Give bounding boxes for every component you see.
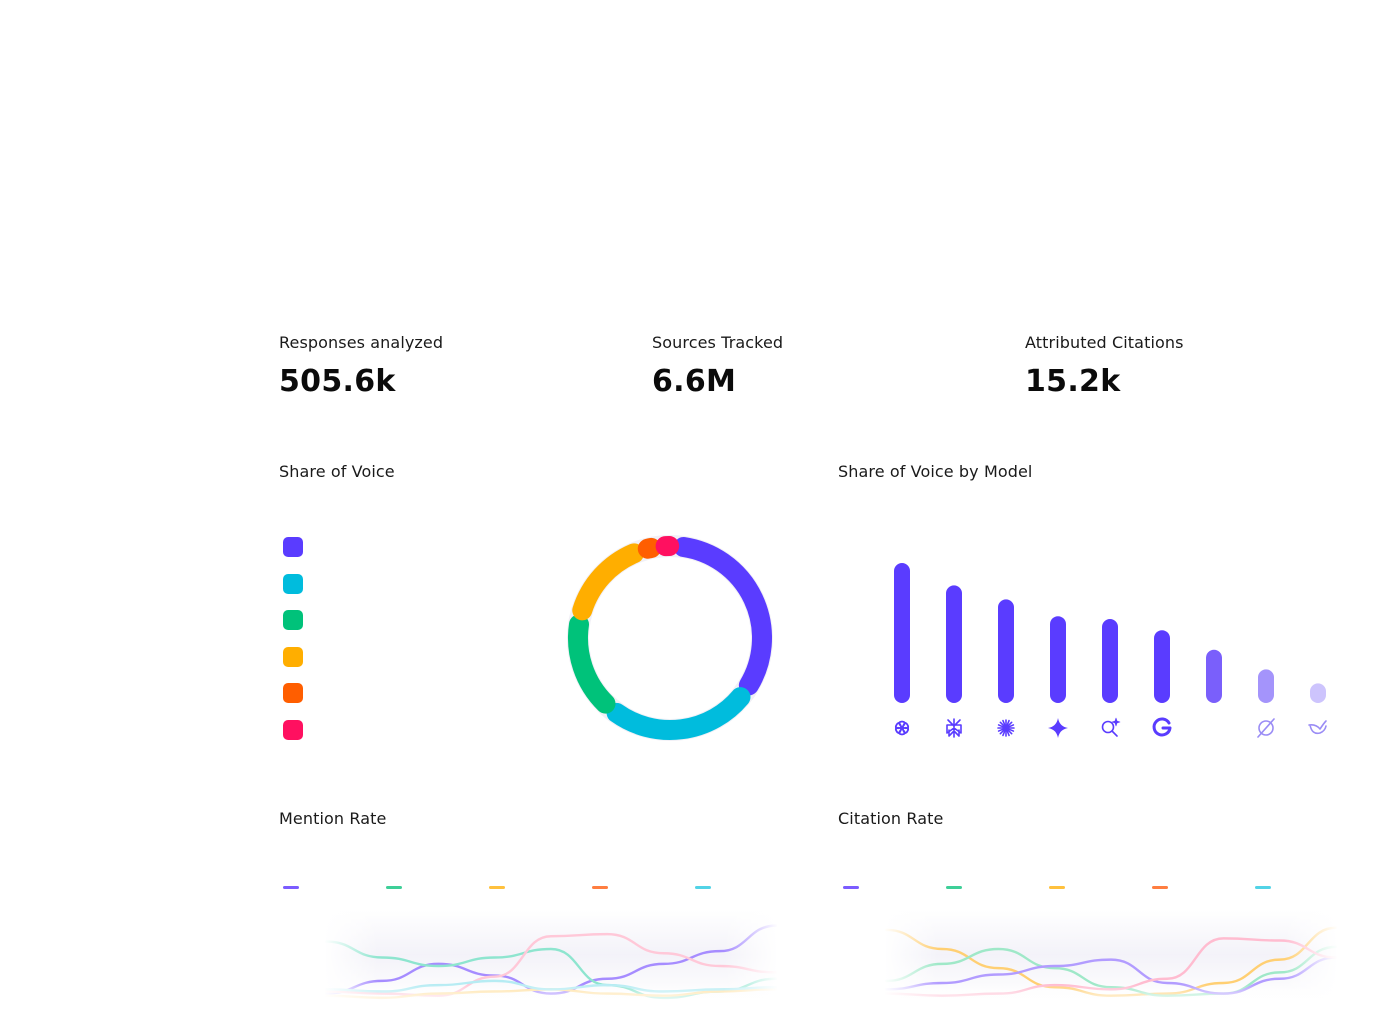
legend-dash (695, 886, 711, 889)
legend-swatch (283, 720, 303, 740)
stat-responses: Responses analyzed 505.6k (279, 333, 443, 399)
deepseek-icon (1308, 720, 1327, 735)
legend-swatch (283, 646, 303, 667)
stat-value: 505.6k (279, 364, 396, 399)
legend-dash (1152, 886, 1168, 889)
stat-label: Attributed Citations (1025, 333, 1184, 352)
donut-slice (637, 537, 662, 559)
donut-slice (568, 614, 616, 714)
model-icons (894, 717, 1327, 738)
citation-rate-title: Citation Rate (838, 809, 944, 828)
stat-sources: Sources Tracked 6.6M (652, 333, 783, 399)
mention-rate-title: Mention Rate (279, 809, 387, 828)
grok-icon (1257, 718, 1275, 738)
bar (1102, 619, 1118, 703)
stat-citations: Attributed Citations 15.2k (1025, 333, 1184, 399)
share-by-model-title: Share of Voice by Model (838, 462, 1033, 481)
google-icon (1152, 717, 1172, 737)
perplexity-icon (946, 718, 962, 738)
stat-value: 15.2k (1025, 364, 1121, 399)
legend-dash (946, 886, 962, 889)
legend-dash (1255, 886, 1271, 889)
edge-fade (324, 905, 778, 1004)
openai-icon (894, 720, 910, 736)
rate-line-charts (283, 886, 1338, 1004)
bar (894, 563, 910, 703)
bar (1154, 630, 1170, 703)
legend-swatch (283, 573, 303, 594)
gemini-icon (1048, 718, 1068, 738)
stat-label: Sources Tracked (652, 333, 784, 352)
bar (1310, 683, 1326, 703)
share-of-voice-title: Share of Voice (279, 462, 395, 481)
stat-value: 6.6M (652, 364, 737, 399)
edge-fade (884, 905, 1338, 1004)
bar (1258, 669, 1274, 703)
stat-label: Responses analyzed (279, 333, 444, 352)
legend-dash (283, 886, 299, 889)
legend-dash (1049, 886, 1065, 889)
bar (946, 585, 962, 703)
donut-slice (673, 537, 772, 696)
share-of-voice-donut (567, 535, 773, 741)
legend-swatch (283, 537, 303, 557)
legend-dash (386, 886, 402, 889)
donut-slice (572, 543, 645, 621)
bar (1206, 649, 1222, 703)
legend-swatch (283, 683, 303, 704)
legend-dash (843, 886, 859, 889)
bar (1050, 616, 1066, 703)
anthropic-icon (997, 719, 1015, 737)
share-by-model-bars (894, 563, 1326, 703)
legend-dash (592, 886, 608, 889)
legend-swatch (283, 610, 303, 631)
donut-slice (606, 687, 751, 740)
legend-dash (489, 886, 505, 889)
bar (998, 599, 1014, 703)
search-ai-icon (1101, 717, 1121, 737)
